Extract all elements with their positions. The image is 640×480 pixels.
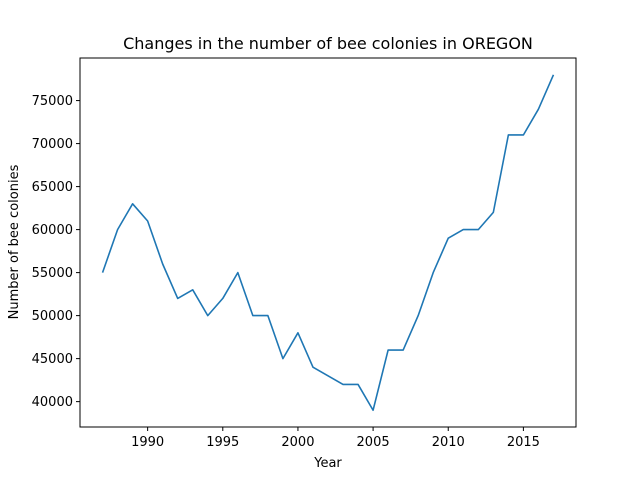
y-tick-label: 75000 xyxy=(32,94,73,109)
plot-area xyxy=(101,74,555,412)
y-tick-label: 45000 xyxy=(32,352,73,367)
y-tick-label: 40000 xyxy=(32,395,73,410)
x-tick-label: 2015 xyxy=(507,435,540,450)
y-tick-label: 55000 xyxy=(32,266,73,281)
y-axis-label: Number of bee colonies xyxy=(7,164,22,319)
x-axis-label: Year xyxy=(313,456,342,471)
plot-frame xyxy=(79,57,577,428)
x-tick-label: 2005 xyxy=(357,435,390,450)
y-tick-label: 50000 xyxy=(32,309,73,324)
y-tick-label: 70000 xyxy=(32,137,73,152)
series-line xyxy=(101,74,555,412)
y-axis: 40000 45000 50000 55000 60000 65000 70000 75000 xyxy=(32,94,80,410)
y-tick-label: 65000 xyxy=(32,180,73,195)
chart-title: Changes in the number of bee colonies in… xyxy=(123,34,533,53)
x-tick-label: 1990 xyxy=(131,435,164,450)
x-tick-label: 1995 xyxy=(206,435,239,450)
x-tick-label: 2010 xyxy=(432,435,465,450)
y-tick-label: 60000 xyxy=(32,223,73,238)
x-axis: 1990 1995 2000 2005 2010 2015 xyxy=(131,427,540,450)
x-tick-label: 2000 xyxy=(281,435,314,450)
